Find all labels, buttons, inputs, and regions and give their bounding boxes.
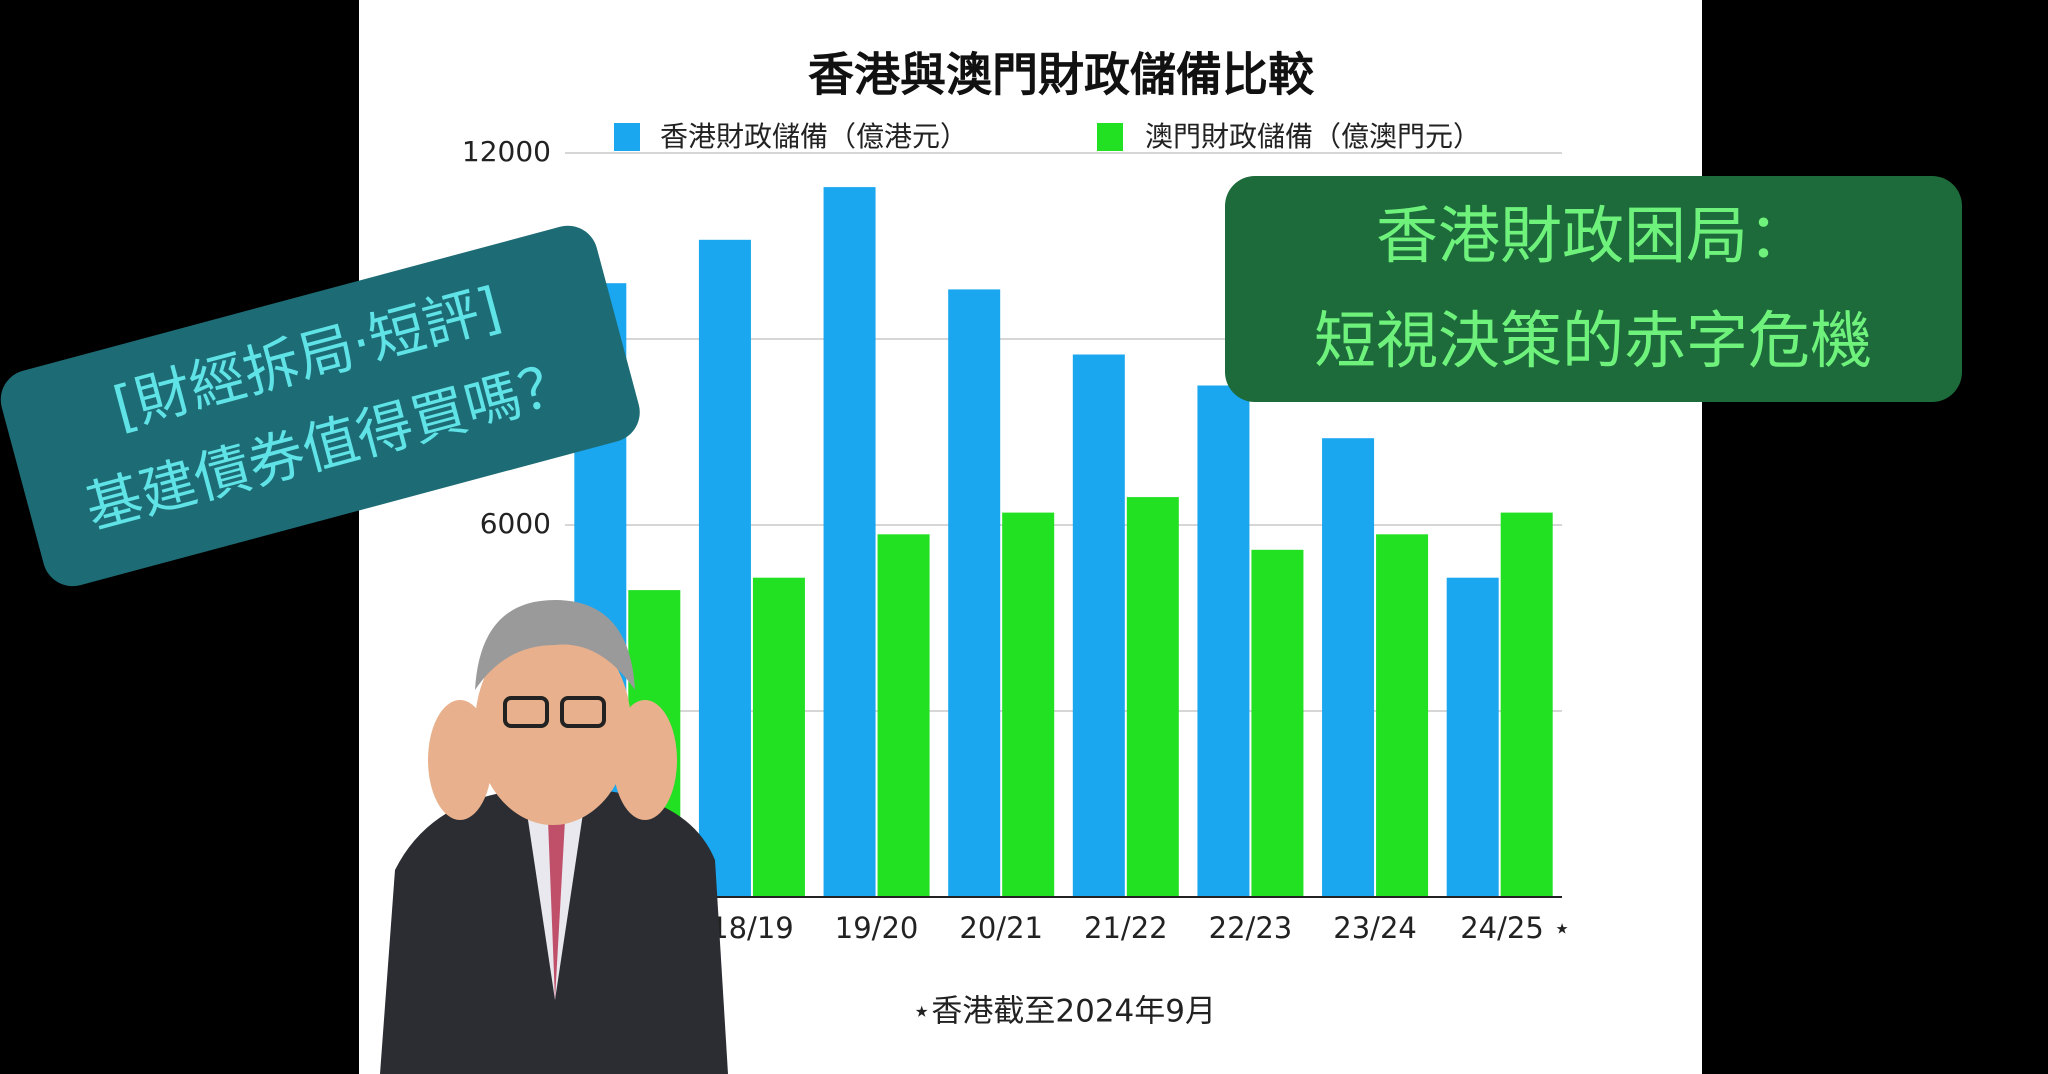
bar [1072, 354, 1125, 897]
banner-text: 短視決策的赤字危機 [1314, 304, 1872, 377]
legend-label: 香港財政儲備（億港元） [660, 120, 968, 153]
legend-swatch [614, 123, 640, 151]
bar [698, 239, 751, 898]
hair [475, 600, 635, 690]
tie [548, 820, 565, 1000]
bar [1500, 512, 1553, 897]
face [475, 625, 631, 825]
glasses [503, 696, 549, 728]
left-banner: [財經拆局·短評] 基建債券值得買嗎？ [0, 225, 640, 587]
banner-box [1225, 176, 1962, 402]
banner-box [0, 225, 640, 587]
legend-label: 澳門財政儲備（億澳門元） [1145, 120, 1481, 153]
y-tick-label: 6000 [480, 507, 551, 540]
bar [1376, 534, 1429, 897]
banner-text: 香港財政困局： [1376, 199, 1810, 272]
chart-title: 香港與澳門財政儲備比較 [808, 48, 1315, 102]
person-photo [380, 600, 728, 1074]
footnote: ⋆香港截至2024年9月 [912, 994, 1216, 1030]
bar [1322, 438, 1375, 897]
hand [613, 700, 677, 820]
x-tick-label: 24/25 ⋆ [1460, 911, 1571, 945]
glasses [560, 696, 606, 728]
x-tick-label: 22/23 [1209, 911, 1293, 945]
right-banner: 香港財政困局： 短視決策的赤字危機 [1225, 176, 1962, 402]
legend-swatch [1097, 123, 1123, 151]
bar [1197, 385, 1250, 897]
x-tick-label: 18/19 [710, 911, 794, 945]
bar [823, 187, 876, 898]
bar [1126, 497, 1179, 897]
x-tick-label: 21/22 [1084, 911, 1168, 945]
bar [1251, 549, 1304, 897]
hand [428, 700, 492, 820]
x-tick-label: 23/24 [1333, 911, 1417, 945]
bar [1446, 577, 1499, 897]
y-tick-label: 12000 [462, 135, 551, 168]
bar [877, 534, 930, 897]
plot: 03000600090001200018/1919/2020/2121/2222… [462, 135, 1571, 945]
x-tick-label: 19/20 [835, 911, 919, 945]
bar [1002, 512, 1055, 897]
bar [948, 289, 1001, 897]
x-tick-label: 20/21 [959, 911, 1043, 945]
bar [752, 577, 805, 897]
